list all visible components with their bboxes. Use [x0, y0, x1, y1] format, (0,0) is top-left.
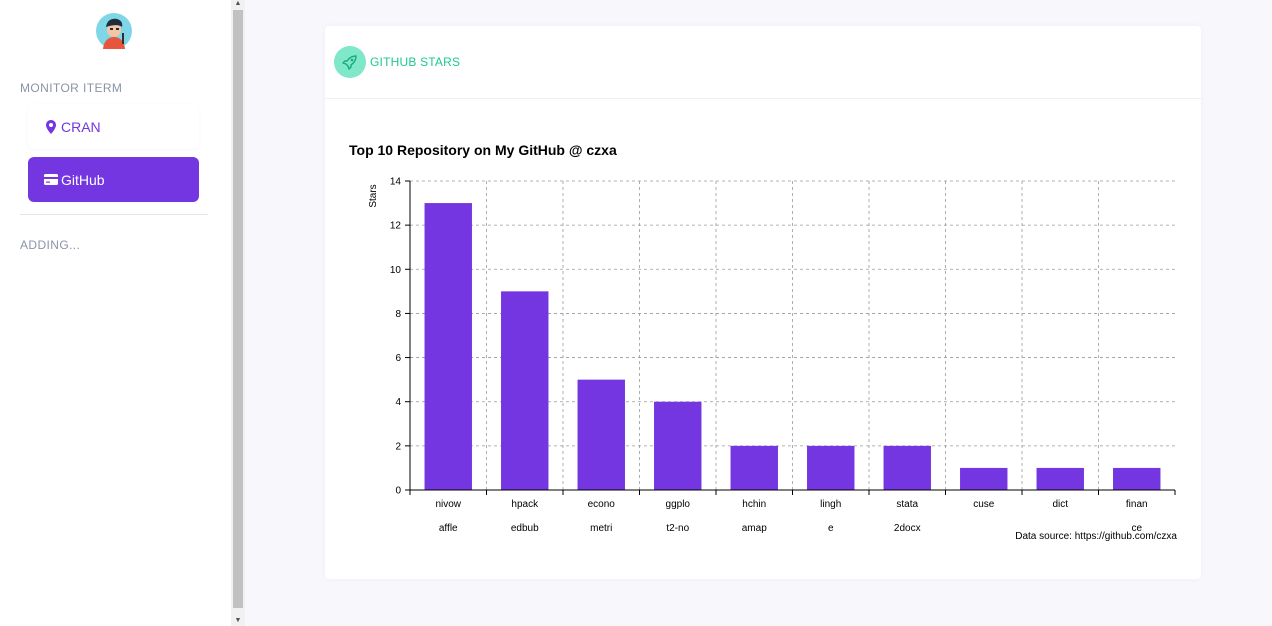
axes: 0 2 4 6 8 10 12 14 nivow affle hpack edbub econo metr…	[390, 177, 1176, 534]
bar[interactable]	[1113, 467, 1161, 490]
bar[interactable]	[730, 445, 778, 490]
x-tick-label: 2docx	[894, 523, 921, 534]
x-tick-label: cuse	[973, 499, 995, 510]
chart-caption: Data source: https://github.com/czxa	[1015, 531, 1177, 542]
sidebar-item-label: GitHub	[61, 171, 105, 188]
bar[interactable]	[1036, 467, 1084, 490]
y-tick-label: 14	[390, 177, 402, 188]
sidebar-footer-title: ADDING...	[20, 238, 81, 252]
x-tick-label: affle	[439, 523, 458, 534]
map-marker-icon	[44, 119, 58, 134]
x-tick-label: metri	[590, 523, 612, 534]
sidebar-section-title: MONITOR ITERM	[20, 81, 123, 95]
bar[interactable]	[501, 291, 549, 490]
bar[interactable]	[424, 203, 472, 491]
y-tick-label: 6	[395, 353, 401, 364]
y-tick-label: 4	[395, 397, 401, 408]
y-tick-label: 12	[390, 221, 402, 232]
bar[interactable]	[577, 379, 625, 490]
x-tick-label: hchin	[742, 499, 766, 510]
bar[interactable]	[883, 445, 931, 490]
x-tick-label: dict	[1052, 499, 1068, 510]
bars	[424, 203, 1161, 491]
y-tick-label: 8	[395, 309, 401, 320]
scroll-down-arrow-icon[interactable]: ▼	[234, 617, 242, 624]
scroll-up-arrow-icon[interactable]: ▲	[234, 0, 242, 7]
y-tick-label: 2	[395, 441, 401, 452]
github-stars-card: GITHUB STARS Top 10 Repository on My Git…	[325, 26, 1201, 579]
sidebar-item-cran[interactable]: CRAN	[28, 104, 199, 149]
card-title: GITHUB STARS	[370, 55, 461, 69]
y-tick-label: 0	[395, 486, 401, 497]
bar[interactable]	[654, 401, 702, 490]
scroll-thumb[interactable]	[233, 10, 243, 608]
x-tick-label: amap	[742, 523, 767, 534]
sidebar-divider	[20, 214, 208, 215]
y-axis-label: Stars	[368, 184, 379, 207]
x-tick-label: nivow	[435, 499, 461, 510]
bar[interactable]	[807, 445, 855, 490]
bar[interactable]	[960, 467, 1008, 490]
scrollbar[interactable]: ▲ ▼	[231, 0, 245, 626]
x-tick-label: t2-no	[666, 523, 689, 534]
rocket-icon	[334, 46, 366, 78]
x-tick-label: lingh	[820, 499, 841, 510]
y-tick-label: 10	[390, 265, 402, 276]
sidebar-item-github[interactable]: GitHub	[28, 157, 199, 202]
x-tick-label: e	[828, 523, 834, 534]
credit-card-icon	[44, 173, 58, 187]
bar-chart: Top 10 Repository on My GitHub @ czxa St…	[349, 142, 1177, 542]
x-tick-label: stata	[896, 499, 918, 510]
sidebar-item-label: CRAN	[61, 118, 101, 135]
card-header: GITHUB STARS	[325, 26, 1201, 99]
sidebar: MONITOR ITERM CRAN GitHub ADDING...	[0, 0, 231, 626]
x-tick-label: finan	[1126, 499, 1148, 510]
x-tick-label: ggplo	[666, 499, 691, 510]
x-tick-label: edbub	[511, 523, 539, 534]
x-tick-label: econo	[588, 499, 616, 510]
chart-title: Top 10 Repository on My GitHub @ czxa	[349, 142, 617, 158]
x-tick-label: hpack	[511, 499, 539, 510]
x-tick-label: ce	[1131, 523, 1142, 534]
avatar[interactable]	[96, 13, 132, 49]
